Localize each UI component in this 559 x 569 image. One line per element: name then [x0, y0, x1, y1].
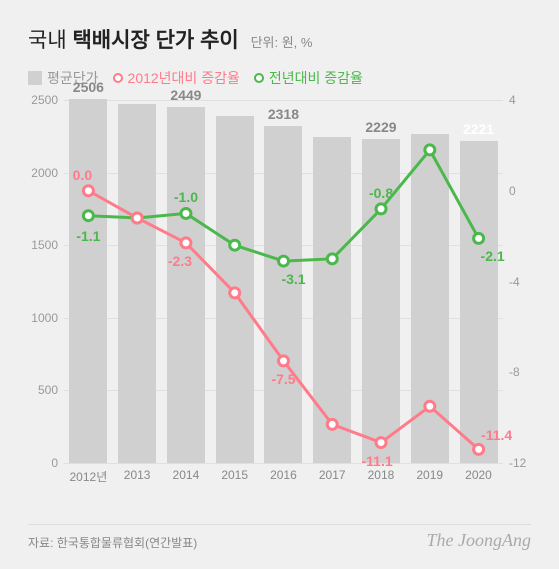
- x-tick: 2016: [264, 468, 302, 485]
- series-marker: [327, 254, 337, 264]
- y-tick-right: -8: [509, 365, 520, 379]
- footer: 자료: 한국통합물류협회(연간발표) The JoongAng: [28, 530, 531, 551]
- dot-swatch-s2: [254, 73, 264, 83]
- series-marker: [474, 444, 484, 454]
- x-tick: 2018: [362, 468, 400, 485]
- series-line: [88, 150, 478, 261]
- point-label: -3.1: [281, 271, 305, 287]
- y-tick-right: 4: [509, 93, 516, 107]
- x-tick: 2013: [118, 468, 156, 485]
- legend-s2: 전년대비 증감율: [254, 68, 363, 88]
- x-axis: 2012년 2013 2014 2015 2016 2017 2018 2019 2020: [64, 468, 503, 485]
- series-marker: [83, 211, 93, 221]
- point-label: 0.0: [73, 167, 92, 183]
- brand-logo: The JoongAng: [427, 530, 531, 551]
- grid-line: [64, 463, 503, 464]
- point-label: -2.1: [481, 248, 505, 264]
- series-marker: [279, 256, 289, 266]
- title-prefix: 국내: [28, 29, 72, 52]
- y-tick-left: 1000: [31, 311, 58, 325]
- x-tick: 2019: [411, 468, 449, 485]
- series-marker: [376, 438, 386, 448]
- title-bold: 택배시장 단가 추이: [72, 29, 238, 52]
- y-tick-right: -12: [509, 456, 526, 470]
- series-marker: [181, 208, 191, 218]
- bar-swatch: [28, 71, 42, 85]
- chart-container: 국내 택배시장 단가 추이 단위: 원, % 평균단가 2012년대비 증감율 …: [0, 0, 559, 569]
- bar-value-label: 2506: [73, 79, 104, 95]
- series-marker: [376, 204, 386, 214]
- x-tick: 2017: [313, 468, 351, 485]
- point-label: -1.1: [76, 228, 100, 244]
- legend-s1: 2012년대비 증감율: [113, 68, 240, 88]
- source-text: 자료: 한국통합물류협회(연간발표): [28, 534, 197, 551]
- x-tick: 2014: [167, 468, 205, 485]
- y-axis-right: -12-8-404: [503, 100, 531, 485]
- legend-s1-label: 2012년대비 증감율: [128, 68, 240, 88]
- series-line: [88, 191, 478, 450]
- series-marker: [279, 356, 289, 366]
- dot-swatch-s1: [113, 73, 123, 83]
- legend-s2-label: 전년대비 증감율: [269, 68, 363, 88]
- series-marker: [132, 213, 142, 223]
- x-tick: 2020: [460, 468, 498, 485]
- series-marker: [181, 238, 191, 248]
- chart-area: 05001000150020002500 2506244923182229222…: [28, 100, 531, 485]
- point-label: -2.3: [168, 253, 192, 269]
- y-axis-left: 05001000150020002500: [28, 100, 64, 485]
- series-marker: [425, 401, 435, 411]
- point-label: -11.1: [361, 453, 392, 469]
- series-marker: [474, 233, 484, 243]
- chart-title: 국내 택배시장 단가 추이 단위: 원, %: [28, 24, 531, 54]
- y-tick-left: 1500: [31, 238, 58, 252]
- series-marker: [425, 145, 435, 155]
- footer-divider: [28, 524, 531, 525]
- y-tick-right: -4: [509, 275, 520, 289]
- y-tick-left: 0: [51, 456, 58, 470]
- y-tick-left: 2000: [31, 166, 58, 180]
- point-label: -1.0: [174, 189, 198, 205]
- series-marker: [230, 288, 240, 298]
- y-tick-left: 500: [38, 383, 58, 397]
- series-marker: [230, 240, 240, 250]
- plot-area: 25062449231822292221 -1.1-1.0-3.1-0.8-2.…: [64, 100, 503, 463]
- series-marker: [83, 186, 93, 196]
- unit-label: 단위: 원, %: [251, 35, 313, 50]
- y-tick-right: 0: [509, 184, 516, 198]
- point-label: -0.8: [369, 185, 393, 201]
- point-label: -7.5: [271, 371, 295, 387]
- y-tick-left: 2500: [31, 93, 58, 107]
- series-marker: [327, 419, 337, 429]
- x-tick: 2015: [216, 468, 254, 485]
- x-tick: 2012년: [69, 468, 107, 485]
